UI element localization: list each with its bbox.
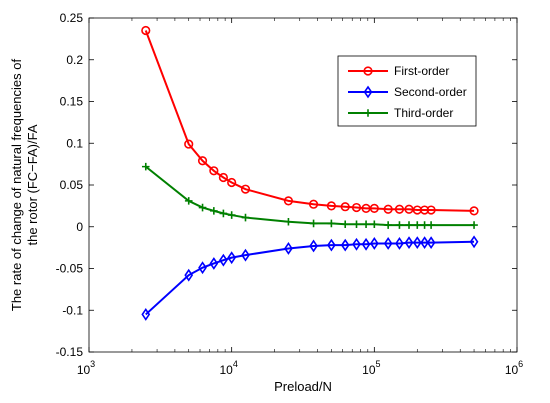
data-point	[284, 217, 293, 226]
data-point	[327, 219, 336, 228]
series-layer	[141, 25, 479, 321]
data-point	[470, 221, 478, 229]
data-point	[426, 236, 436, 250]
data-point	[419, 205, 430, 215]
data-point	[210, 207, 218, 215]
y-tick-label: 0.1	[66, 136, 83, 150]
legend-box	[337, 55, 477, 127]
data-point	[340, 238, 350, 252]
x-tick-label: 104	[219, 359, 237, 377]
data-point	[420, 236, 429, 250]
data-point	[383, 237, 393, 250]
x-tick-label: 106	[505, 359, 523, 377]
data-point	[198, 261, 207, 275]
data-point	[327, 238, 336, 252]
data-point	[469, 235, 479, 249]
y-tick-label: 0.25	[60, 11, 84, 25]
y-tick-label: -0.1	[62, 303, 83, 317]
legend-label: Second-order	[394, 85, 467, 99]
data-point	[340, 202, 350, 212]
data-point	[361, 237, 371, 251]
data-point	[404, 236, 414, 250]
series-second-order	[141, 235, 479, 321]
series-first-order	[141, 25, 479, 216]
data-point	[283, 196, 294, 206]
data-point	[469, 206, 479, 216]
data-point	[341, 220, 350, 229]
data-point	[241, 248, 250, 262]
legend-entry: Third-order	[348, 106, 453, 120]
y-tick-label: 0.2	[66, 53, 83, 67]
data-point	[241, 213, 250, 222]
data-point	[352, 220, 361, 229]
y-tick-label: -0.15	[56, 345, 84, 359]
data-point	[184, 139, 194, 149]
data-point	[209, 166, 219, 176]
data-point	[326, 201, 336, 211]
x-tick-label: 105	[362, 359, 380, 377]
y-axis-label-line-2: the rotor (FC−FA)/FA	[25, 124, 40, 245]
data-point	[370, 220, 379, 229]
data-point	[427, 221, 435, 229]
data-point	[395, 237, 404, 250]
data-point	[198, 203, 207, 212]
y-tick-label: -0.05	[56, 262, 84, 276]
y-tick-label: 0.05	[60, 178, 84, 192]
data-point	[413, 221, 422, 229]
data-point	[240, 184, 251, 194]
legend-entry: Second-order	[348, 85, 467, 99]
data-point	[384, 221, 392, 229]
data-point	[219, 253, 228, 267]
data-point	[209, 257, 219, 270]
data-point	[394, 204, 405, 214]
data-point	[141, 162, 150, 171]
y-tick-label: 0.15	[60, 95, 84, 109]
data-point	[184, 268, 194, 282]
legend-marker	[364, 109, 372, 117]
x-tick-label: 103	[77, 359, 95, 377]
data-point	[395, 221, 404, 229]
series-third-order	[141, 162, 478, 229]
data-point	[412, 236, 422, 250]
data-point	[197, 156, 208, 166]
data-point	[218, 172, 228, 183]
data-point	[284, 242, 293, 255]
legend-marker	[363, 66, 373, 76]
legend-entry: First-order	[348, 64, 449, 78]
data-point	[227, 251, 237, 265]
data-point	[227, 177, 237, 188]
data-point	[219, 209, 228, 218]
data-point	[352, 237, 361, 251]
data-point	[351, 202, 362, 213]
data-point	[141, 308, 151, 321]
data-point	[309, 239, 318, 253]
x-axis-label: Preload/N	[274, 379, 332, 394]
data-point	[362, 220, 370, 229]
data-point	[308, 199, 319, 209]
data-point	[383, 204, 393, 214]
data-point	[426, 205, 436, 215]
data-point	[405, 221, 413, 229]
legend-marker	[363, 85, 373, 99]
legend-label: Third-order	[394, 106, 453, 120]
legend: First-order Second-order Third-order	[337, 55, 477, 127]
data-point	[369, 237, 379, 250]
legend-label: First-order	[394, 64, 449, 78]
data-point	[227, 211, 236, 219]
data-point	[369, 203, 379, 213]
y-tick-label: 0	[76, 220, 83, 234]
data-point	[184, 197, 193, 205]
data-point	[420, 221, 429, 229]
data-point	[141, 25, 151, 36]
y-axis-label-line-1: The rate of change of natural frequencie…	[9, 59, 24, 312]
data-point	[309, 219, 318, 228]
